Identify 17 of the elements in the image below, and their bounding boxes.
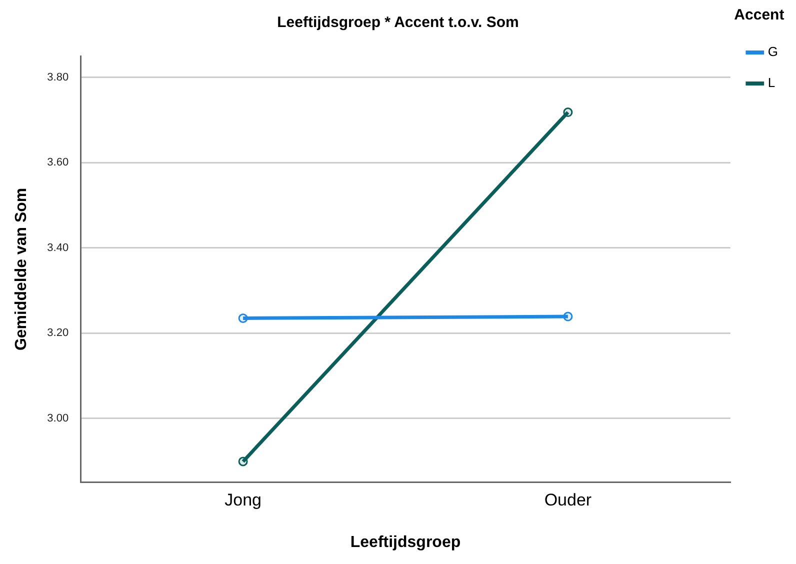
y-tick-label: 3.00: [47, 412, 69, 424]
y-tick-label: 3.80: [47, 71, 69, 84]
y-tick-label: 3.40: [47, 242, 69, 254]
legend-label: G: [768, 44, 778, 60]
legend-label: L: [768, 75, 776, 90]
y-tick-label: 3.60: [47, 156, 69, 169]
x-tick-label: Jong: [224, 490, 262, 510]
chart-title: Leeftijdsgroep * Accent t.o.v. Som: [277, 14, 519, 32]
point: [238, 456, 248, 466]
y-tick-label: 3.20: [47, 327, 69, 340]
x-tick-label: Ouder: [544, 490, 592, 510]
y-axis-title: Gemiddelde van Som: [13, 188, 30, 351]
point: [563, 108, 573, 118]
point: [563, 312, 573, 322]
legend-title: Accent: [734, 6, 784, 24]
x-axis-title: Leeftijdsgroep: [350, 534, 461, 551]
point: [238, 313, 248, 323]
